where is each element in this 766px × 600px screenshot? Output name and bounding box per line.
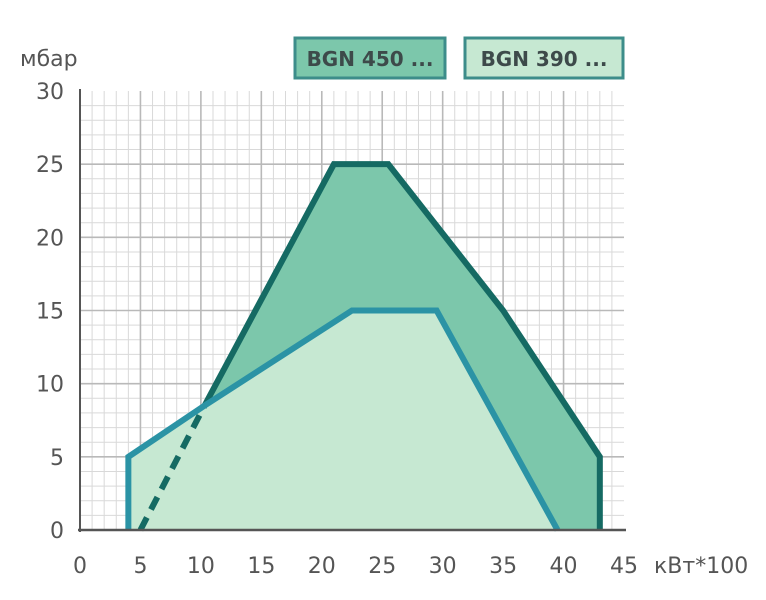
legend-swatch-bgn390 — [463, 36, 625, 80]
series-1-line — [125, 307, 561, 532]
x-tick-label: 10 — [187, 554, 215, 579]
x-tick-label: 20 — [308, 554, 336, 579]
x-axis-label: кВт*100 — [654, 554, 748, 579]
x-tick-label: 40 — [550, 554, 578, 579]
y-tick-label: 15 — [36, 300, 64, 325]
axes — [78, 89, 626, 532]
legend: BGN 450 ... BGN 390 ... — [293, 36, 625, 80]
x-tick-label: 15 — [247, 554, 275, 579]
x-tick-label: 0 — [73, 554, 87, 579]
y-tick-label: 10 — [36, 373, 64, 398]
y-tick-label: 25 — [36, 153, 64, 178]
x-tick-label: 25 — [368, 554, 396, 579]
legend-label-bgn450: BGN 450 ... — [307, 47, 434, 71]
series-areas — [128, 164, 600, 530]
legend-swatch-bgn450 — [293, 36, 447, 80]
y-tick-label: 0 — [50, 519, 64, 544]
series-lines — [125, 161, 603, 532]
x-tick-label: 45 — [610, 554, 638, 579]
y-tick-label: 30 — [36, 80, 64, 105]
y-tick-label: 20 — [36, 226, 64, 251]
series-0-dashed-segment — [137, 404, 208, 532]
tick-labels: 0 5 10 15 20 25 30 35 40 45 0 5 10 15 20 25 30 — [36, 80, 638, 579]
area-series-1 — [128, 310, 558, 530]
legend-label-bgn390: BGN 390 ... — [481, 47, 608, 71]
y-axis-label: мбар — [20, 47, 78, 72]
x-tick-label: 30 — [429, 554, 457, 579]
x-tick-label: 5 — [133, 554, 147, 579]
y-tick-label: 5 — [50, 446, 64, 471]
x-tick-label: 35 — [489, 554, 517, 579]
series-0-line — [201, 161, 603, 530]
